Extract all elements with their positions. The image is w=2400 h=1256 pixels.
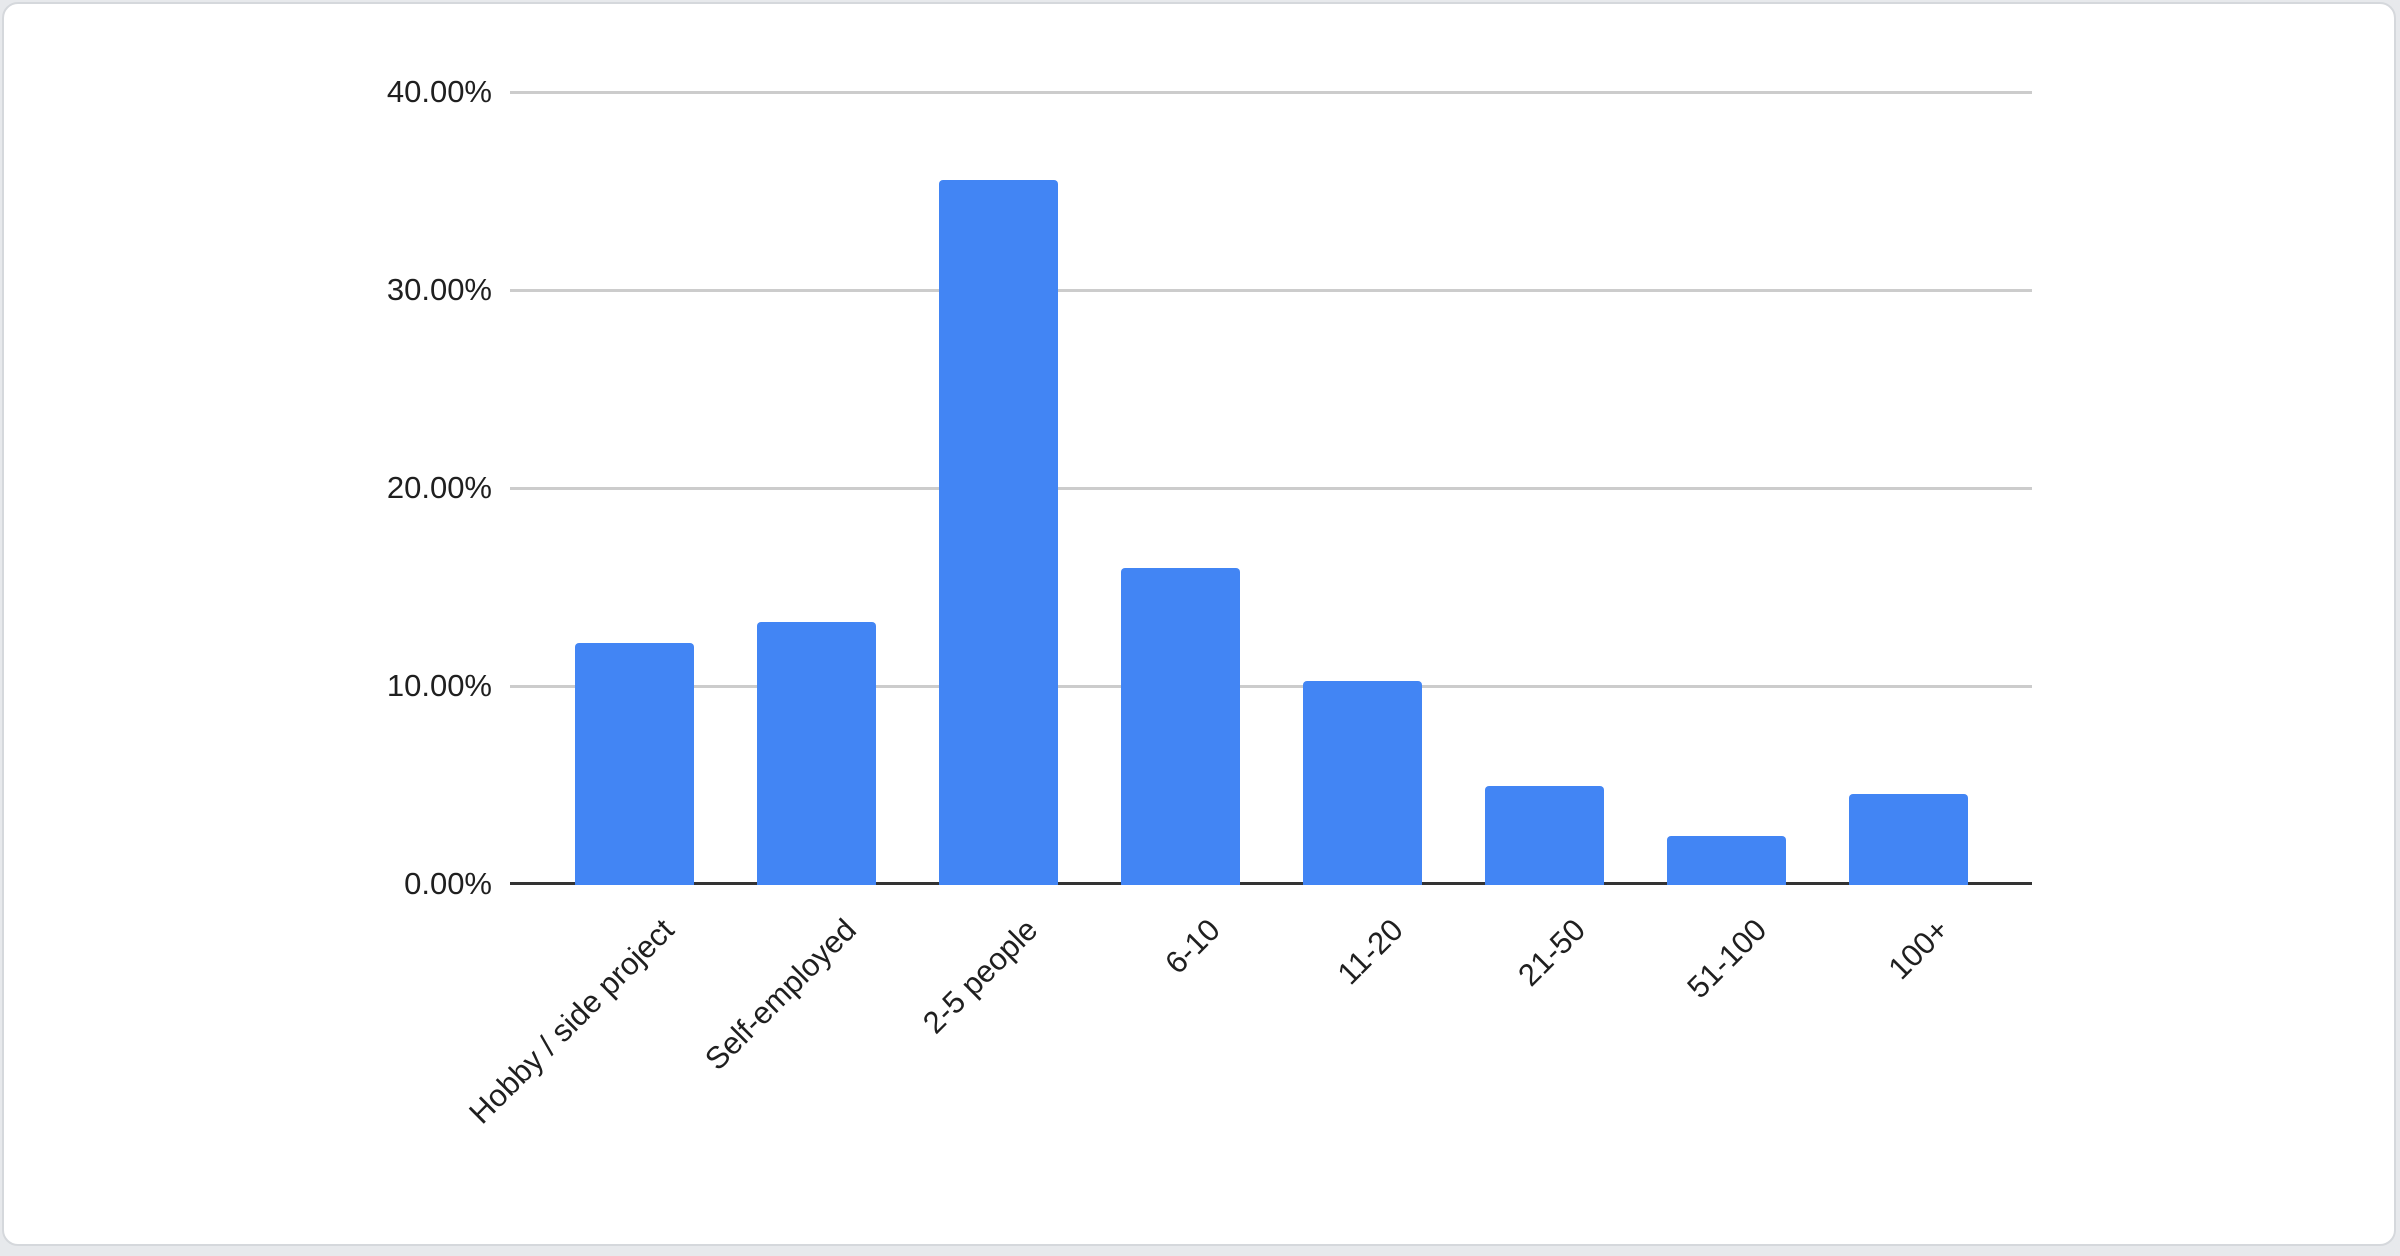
x-axis-label: Self-employed xyxy=(697,912,863,1077)
bar-slot xyxy=(1089,92,1271,885)
bar-6-10[interactable] xyxy=(1120,568,1240,885)
bar-slot xyxy=(1818,92,2000,885)
bar-51-100[interactable] xyxy=(1667,835,1787,885)
y-axis-tick-label: 40.00% xyxy=(386,74,492,109)
x-axis-label: 6-10 xyxy=(1158,912,1227,981)
bar-21-50[interactable] xyxy=(1485,786,1605,885)
bar-hobby-side-project[interactable] xyxy=(574,643,694,885)
gridline-30 xyxy=(510,289,2032,292)
bar-self-employed[interactable] xyxy=(756,621,876,885)
bar-slot xyxy=(1272,92,1454,885)
bar-slot xyxy=(543,92,725,885)
y-axis-tick-label: 30.00% xyxy=(386,272,492,307)
bar-11-20[interactable] xyxy=(1303,681,1423,885)
gridline-10 xyxy=(510,685,2032,688)
x-axis-label: 21-50 xyxy=(1510,912,1592,993)
y-axis-tick-label: 10.00% xyxy=(386,668,492,703)
x-axis-label: 11-20 xyxy=(1330,912,1410,992)
x-axis-line xyxy=(510,882,2032,885)
plot-area xyxy=(510,91,2032,885)
bar-slot xyxy=(725,92,907,885)
y-axis-tick-label: 20.00% xyxy=(386,470,492,505)
x-axis-label: 51-100 xyxy=(1680,912,1774,1006)
x-axis-label: 2-5 people xyxy=(916,912,1045,1041)
gridline-40 xyxy=(510,91,2032,94)
x-axis-label: 100+ xyxy=(1881,912,1956,987)
bar-slot xyxy=(1454,92,1636,885)
bars-row xyxy=(543,92,2000,885)
bar-slot xyxy=(1636,92,1818,885)
bar-100-plus[interactable] xyxy=(1849,793,1969,885)
x-axis-label: Hobby / side project xyxy=(462,912,681,1131)
y-axis-tick-label: 0.00% xyxy=(404,866,492,901)
bar-2-5-people[interactable] xyxy=(938,180,1058,885)
gridline-20 xyxy=(510,487,2032,490)
bar-slot xyxy=(907,92,1089,885)
